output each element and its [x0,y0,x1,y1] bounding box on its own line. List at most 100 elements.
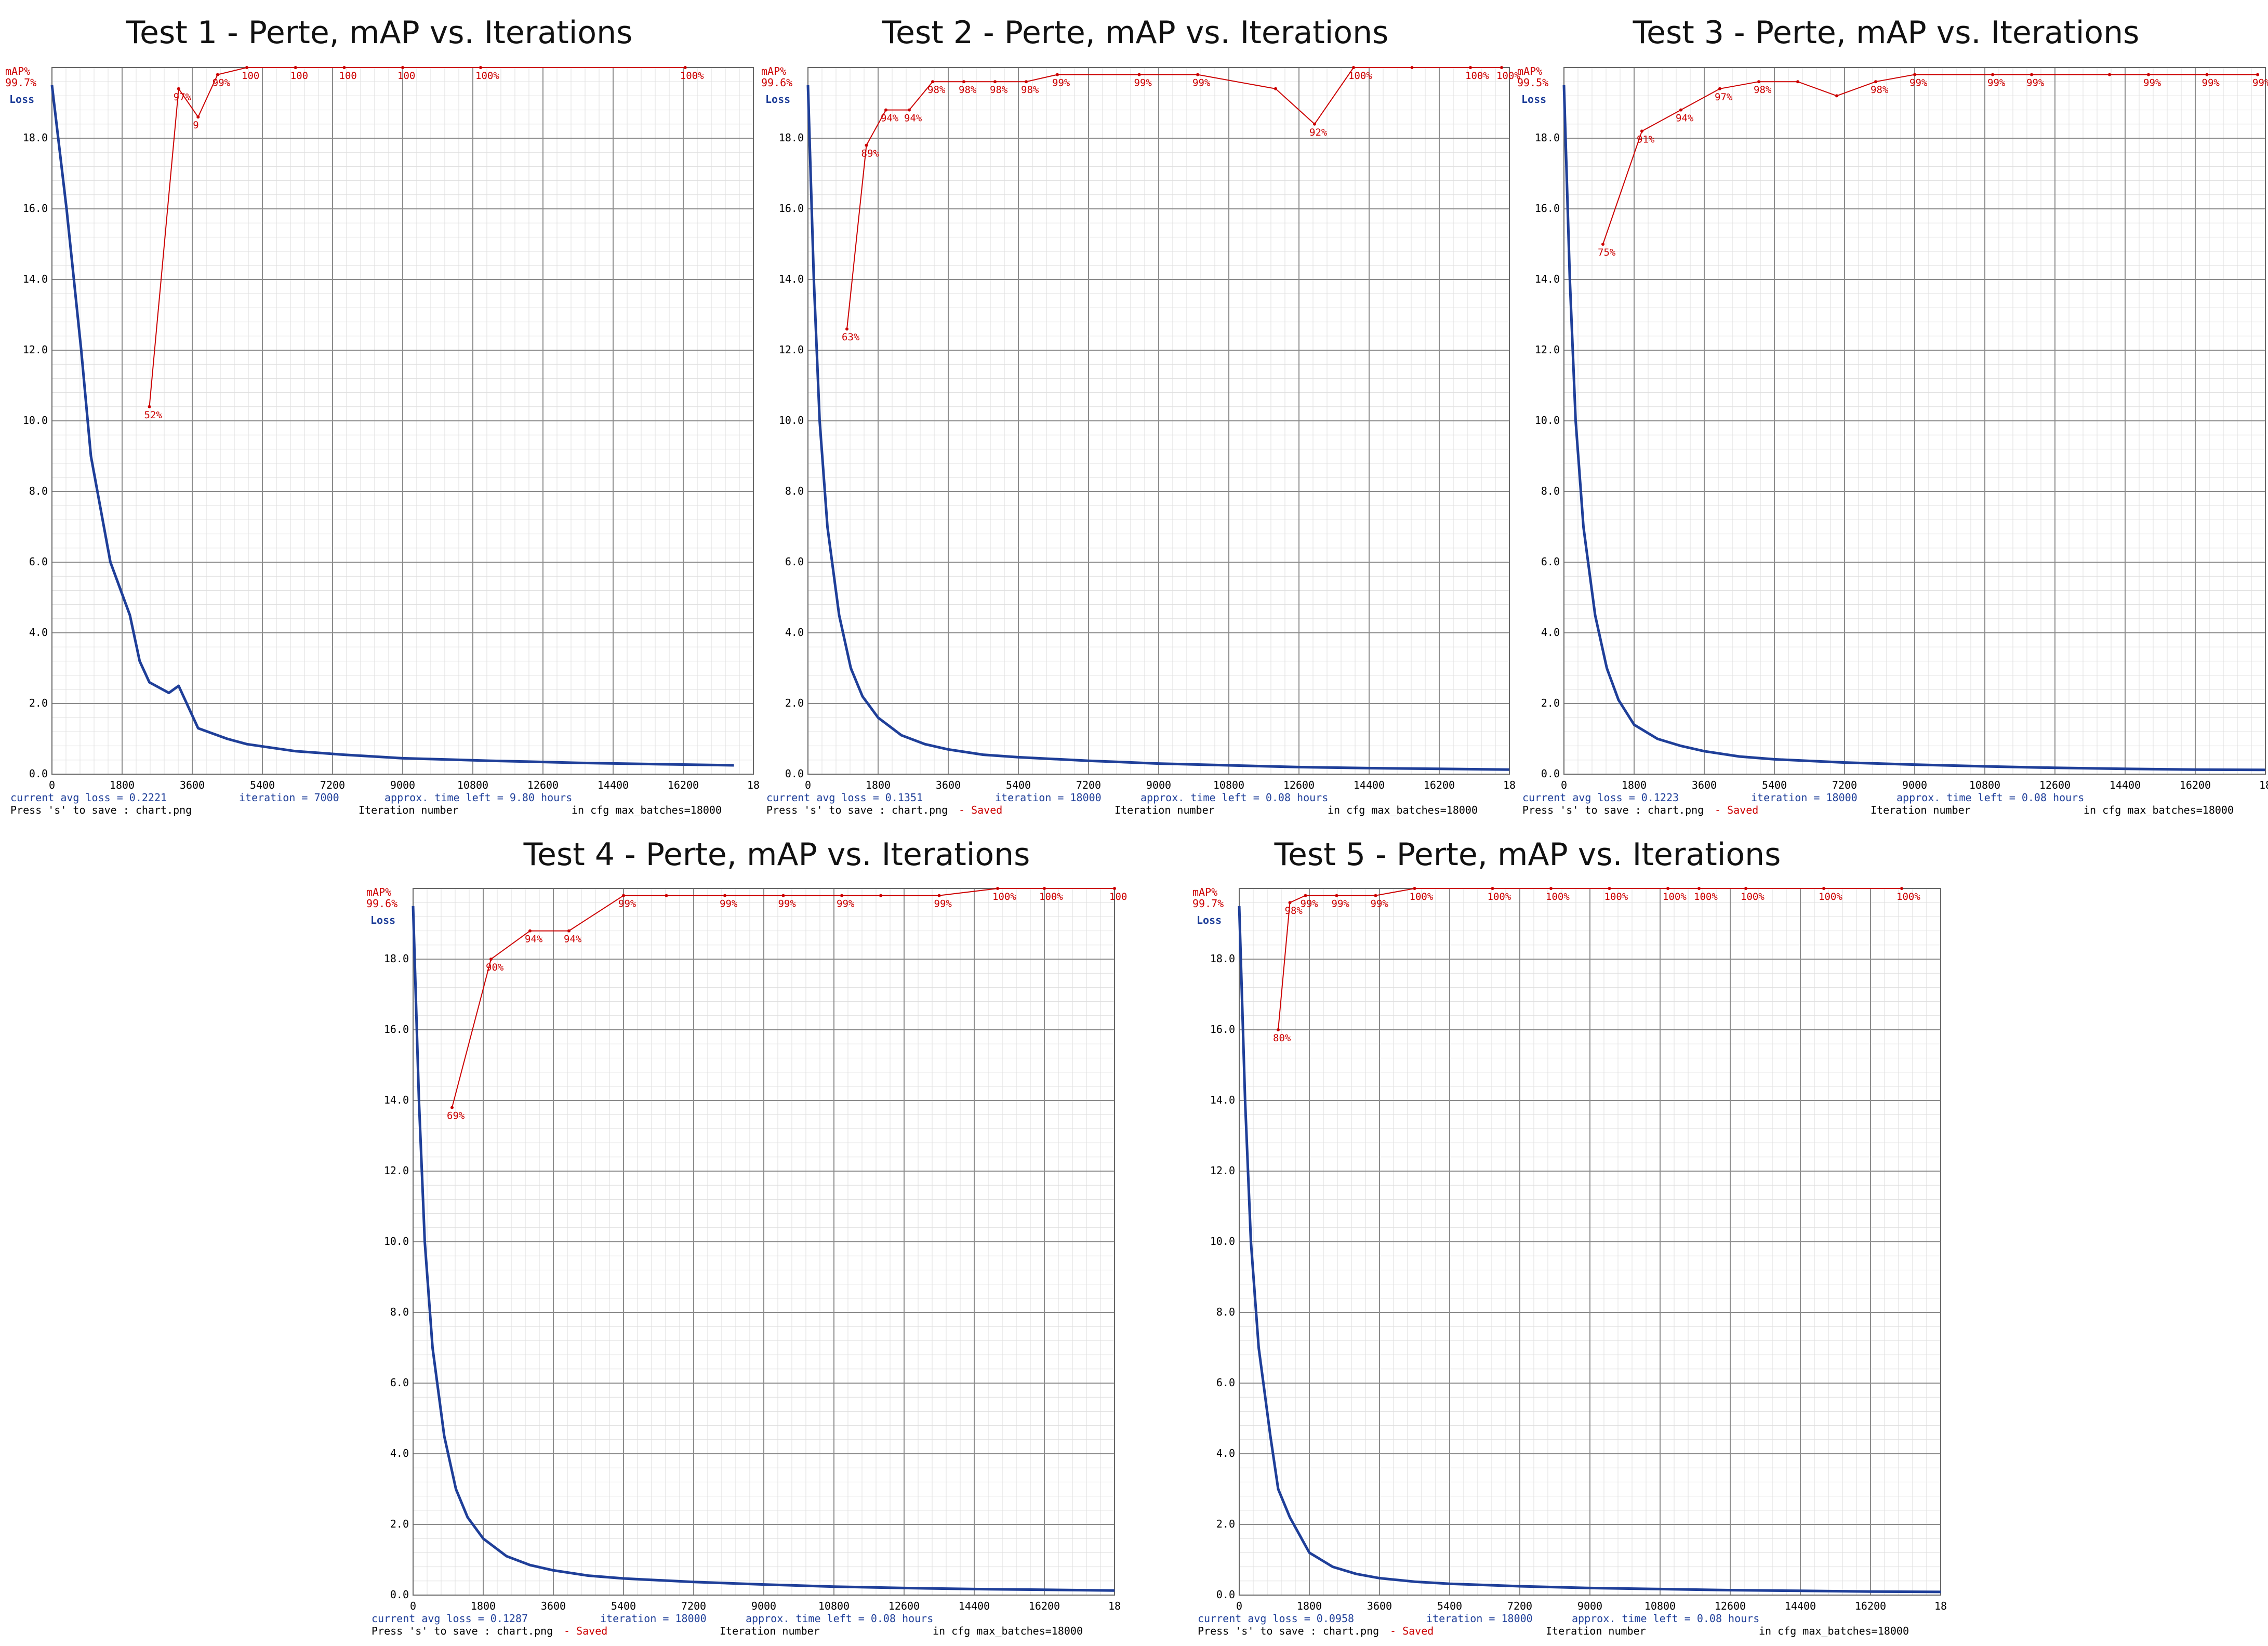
map-point [1757,80,1760,84]
press-save-text: Press 's' to save : chart.png [372,1625,553,1637]
loss-axis-label: Loss [1521,93,1546,105]
y-tick-label: 12.0 [1535,343,1560,356]
y-tick-label: 18.0 [23,131,48,144]
y-tick-label: 8.0 [1541,485,1560,497]
y-tick-label: 6.0 [390,1376,409,1389]
map-point [879,894,882,897]
x-tick-label: 18 [747,779,760,791]
map-data-label: 98% [1754,84,1772,96]
x-tick-label: 1800 [110,779,135,791]
map-data-label: 100 [397,70,415,82]
time-left-text: approx. time left = 0.08 hours [1140,791,1328,804]
x-tick-label: 3600 [541,1600,566,1612]
chart-test-5: 0.0 2.0 4.0 6.0 8.0 10.0 12.0 14.0 16.0 18.0 0 1800… [1192,886,1947,1637]
y-tick-label: 4.0 [29,626,48,639]
y-tick-label: 6.0 [1541,555,1560,568]
map-point [908,108,911,112]
map-point [1500,66,1503,69]
map-line [452,888,1115,1108]
x-tick-label: 3600 [1692,779,1717,791]
press-save-text: Press 's' to save : chart.png [10,804,192,816]
x-tick-label: 1800 [1297,1600,1322,1612]
map-data-label: 100% [680,70,704,82]
chart-test-2: 0.0 2.0 4.0 6.0 8.0 10.0 12.0 14.0 16.0 18.0 0 1800… [761,65,1520,816]
y-tick-label: 14.0 [23,273,48,285]
avg-loss-text: current avg loss = 0.1287 [372,1612,528,1625]
map-data-label: 99% [1332,898,1350,910]
map-point [196,115,200,119]
saved-status-text: - Saved [959,804,1002,816]
x-tick-label: 5400 [1437,1600,1462,1612]
map-data-label: 100% [1488,891,1511,902]
map-point [1718,87,1721,90]
map-data-label: 99% [1909,77,1928,89]
map-point [1196,73,1199,76]
y-tick-label: 0.0 [785,767,804,780]
map-data-label: 99% [1134,77,1152,89]
map-point [1043,887,1046,890]
map-point [723,894,726,897]
x-tick-label: 10800 [1969,779,2000,791]
y-tick-label: 10.0 [384,1235,409,1247]
x-tick-label: 0 [805,779,811,791]
loss-line [50,85,734,767]
y-tick-label: 2.0 [29,697,48,709]
map-data-label: 100% [1496,70,1520,82]
map-point [342,66,346,69]
map-point [665,894,668,897]
x-tick-label: 7200 [681,1600,706,1612]
map-data-label: 98% [1021,84,1039,96]
y-tick-label: 0.0 [1216,1588,1235,1601]
map-data-label: 99% [2252,77,2268,89]
map-point [1744,887,1747,890]
map-data-label: 100% [1663,891,1687,902]
y-tick-label: 10.0 [23,414,48,427]
x-tick-label: 9000 [1902,779,1927,791]
plot-frame [1563,67,2266,775]
y-tick-label: 8.0 [1216,1306,1235,1318]
map-data-label: 94% [1676,113,1694,124]
map-data-label: 99% [1301,898,1319,910]
map-data-label: 99% [618,898,636,910]
map-best-label: 99.6% [761,76,792,89]
x-tick-label: 9000 [1146,779,1171,791]
chart-test-4: 0.0 2.0 4.0 6.0 8.0 10.0 12.0 14.0 16.0 18.0 0 1800… [366,886,1127,1637]
y-tick-label: 2.0 [785,697,804,709]
y-tick-label: 12.0 [23,343,48,356]
y-tick-label: 6.0 [785,555,804,568]
map-data-label: 100 [242,70,259,82]
loss-axis-label: Loss [370,914,395,926]
x-tick-label: 18 [1934,1600,1947,1612]
map-data-label: 98% [990,84,1008,96]
y-tick-label: 8.0 [29,485,48,497]
map-point [1874,80,1877,84]
x-tick-label: 7200 [1832,779,1857,791]
press-save-text: Press 's' to save : chart.png [1198,1625,1379,1637]
map-data-label: 89% [861,148,880,160]
map-data-label: 80% [1273,1032,1291,1044]
map-point [1374,894,1377,897]
y-tick-label: 4.0 [785,626,804,639]
map-data-label: 100 [290,70,308,82]
map-data-label: 99% [720,898,738,910]
iteration-axis-label: Iteration number [359,804,459,816]
y-tick-label: 0.0 [1541,767,1560,780]
map-data-label: 100% [1694,891,1718,902]
saved-status-text: - Saved [1390,1625,1434,1637]
x-tick-label: 0 [49,779,55,791]
map-data-label: 99% [1192,77,1211,89]
x-tick-label: 0 [410,1600,416,1612]
y-tick-label: 16.0 [779,202,804,215]
map-point [489,958,493,961]
iteration-text: iteration = 18000 [1751,791,1858,804]
map-data-label: 63% [842,331,860,343]
chart-title-test-3: Test 3 - Perte, mAP vs. Iterations [1633,15,2140,51]
map-data-label: 100% [1546,891,1570,902]
map-point [177,87,180,90]
loss-line [1562,85,2266,772]
map-point [2205,73,2209,76]
map-point [2147,73,2150,76]
x-tick-label: 7200 [1076,779,1101,791]
map-point [1835,94,1838,98]
x-tick-label: 14400 [598,779,629,791]
